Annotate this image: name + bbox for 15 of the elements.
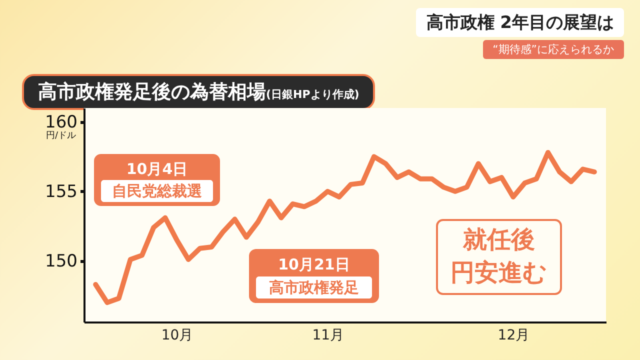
y-axis-title: 円/ドル: [46, 131, 76, 141]
y-tick-label: 155: [45, 182, 78, 202]
x-tick-label: 10月: [161, 328, 194, 344]
chart-subtitle: 高市政権 2年目の展望は “期待感”に応えられるか: [425, 12, 615, 58]
annotation: 高市政権発足: [269, 278, 359, 296]
x-tick-label: 11月: [312, 328, 344, 344]
annotation: 就任後: [462, 226, 535, 254]
x-tick-label: 12月: [498, 328, 530, 344]
annotation: 円安進む: [450, 258, 548, 286]
chart-title: 高市政権発足後の為替相場(日銀HPより作成): [22, 74, 376, 110]
y-tick-label: 160: [45, 112, 78, 132]
annotation: 10月21日: [278, 256, 350, 274]
annotation: 自民党総裁選: [112, 182, 203, 200]
y-tick-label: 150: [45, 251, 78, 272]
annotation: 10月4日: [126, 160, 188, 178]
